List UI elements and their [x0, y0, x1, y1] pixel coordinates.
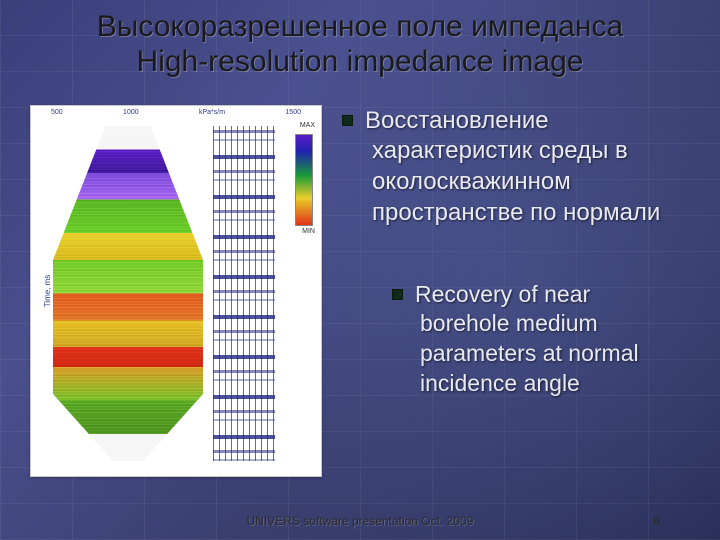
title-line-1: Высокоразрешенное поле импеданса [97, 10, 623, 43]
page-number: 6 [653, 514, 660, 528]
bullet-square-icon [392, 289, 403, 300]
bullet-en-continuation: borehole medium parameters at normal inc… [420, 309, 710, 399]
footer-text: UNIVERS software presentation Oct. 2009 [0, 514, 720, 528]
bullet-en-first: Recovery of near [415, 281, 590, 307]
bullet-square-icon [342, 115, 353, 126]
seismic-traces-panel [213, 126, 275, 461]
bullet-ru-first: Восстановление [365, 107, 549, 134]
y-axis-label: Time, ms [43, 275, 52, 308]
impedance-panel [53, 126, 203, 461]
slide-title: Высокоразрешенное поле импеданса High-re… [0, 10, 720, 79]
colorbar-min-label: MIN [302, 228, 315, 235]
fig-label: kPa*s/m [199, 109, 225, 116]
slide: Высокоразрешенное поле импеданса High-re… [0, 0, 720, 540]
fig-label: 1000 [123, 109, 139, 116]
fig-label: 500 [51, 109, 63, 116]
title-line-2: High-resolution impedance image [137, 45, 584, 78]
bullet-en: Recovery of near [392, 280, 702, 310]
fig-label: 1500 [285, 109, 301, 116]
bullet-ru: Восстановление [342, 105, 702, 136]
figure-top-labels: 500 1000 kPa*s/m 1500 [51, 109, 301, 116]
colorbar [295, 134, 313, 226]
impedance-figure: 500 1000 kPa*s/m 1500 Time, ms MAX MIN [30, 105, 322, 477]
bullet-ru-continuation: характеристик среды в околоскважинном пр… [372, 135, 702, 229]
colorbar-max-label: MAX [300, 122, 315, 129]
